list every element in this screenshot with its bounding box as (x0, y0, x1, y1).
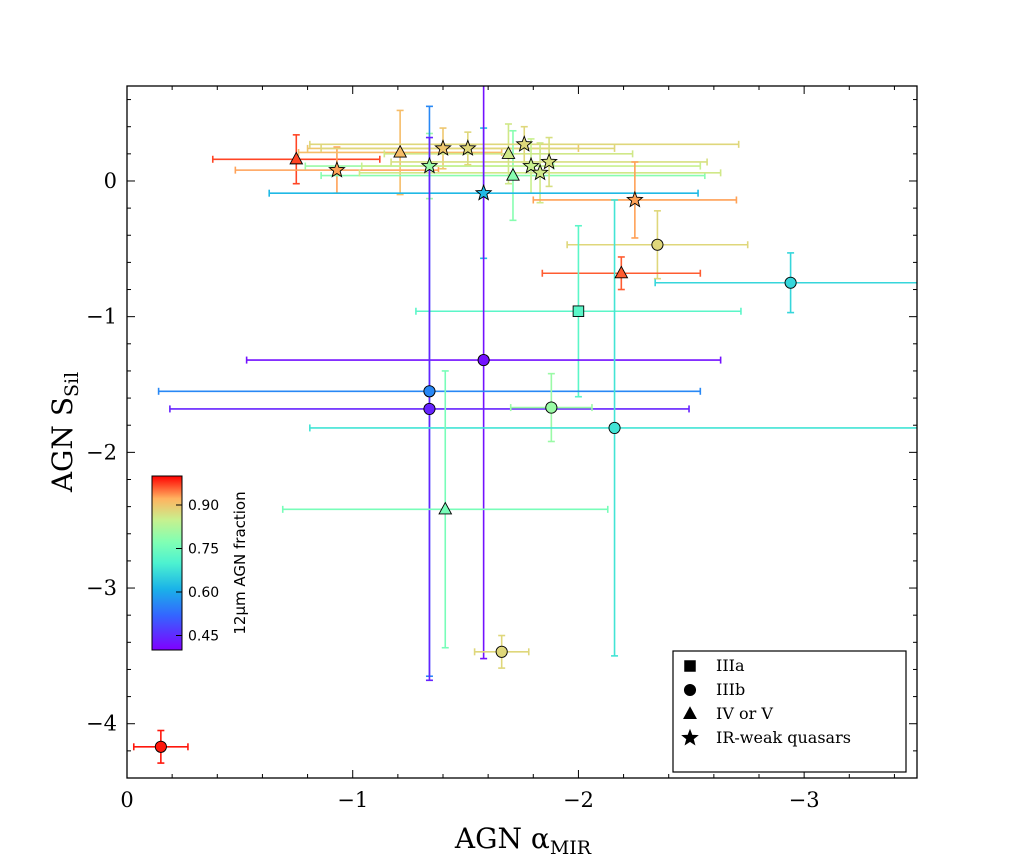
y-tick-label-4: −4 (86, 712, 117, 736)
legend-label-1: IIIb (716, 680, 745, 699)
data-point-7 (501, 146, 516, 159)
data-point-10 (522, 156, 540, 174)
x-axis-title: AGN αMIR (454, 822, 592, 859)
x-axis-title-main: AGN α (454, 822, 550, 855)
data-point-16 (614, 265, 629, 279)
legend-marker-circle (683, 683, 697, 697)
data-point-8 (506, 167, 520, 181)
tick-labels-layer: 0 −1 −2 −3 0 −1 −2 −3 −4 (86, 169, 820, 812)
legend-box (672, 650, 907, 773)
plot-frame (126, 85, 918, 779)
colorbar-title: 12μm AGN fraction (231, 491, 249, 634)
x-tick-label-0: 0 (120, 788, 133, 812)
legend-entry-1: IIIb (683, 680, 745, 699)
legend-entries: IIIa IIIb IV or V IR-weak quasars (681, 656, 851, 747)
data-point-4 (420, 156, 439, 174)
x-tick-label-1: −1 (337, 788, 368, 812)
legend-marker-triangle (683, 706, 697, 720)
legend-entry-2: IV or V (683, 704, 773, 723)
legend-entry-0: IIIa (684, 656, 745, 675)
points-layer (154, 135, 797, 753)
colorbar-gradient (151, 475, 183, 651)
y-axis-title: AGN SSil (46, 372, 83, 493)
x-tick-label-2: −2 (563, 788, 594, 812)
data-point-5 (434, 139, 452, 156)
data-point-18 (572, 305, 585, 317)
data-point-24 (438, 501, 453, 515)
legend-entry-3: IR-weak quasars (681, 728, 851, 747)
y-axis-title-sub: Sil (61, 372, 83, 397)
colorbar-tick-label-0: 0.45 (188, 629, 219, 645)
data-point-1 (289, 151, 304, 165)
legend-label-2: IV or V (716, 704, 773, 723)
data-point-3 (393, 144, 408, 158)
ticks-layer (126, 86, 917, 778)
colorbar: 0.45 0.60 0.75 0.90 12μm AGN fraction (151, 475, 249, 651)
data-point-12 (540, 152, 558, 170)
colorbar-ticks: 0.45 0.60 0.75 0.90 (176, 498, 219, 645)
legend: IIIa IIIb IV or V IR-weak quasars (672, 650, 907, 773)
data-point-13 (474, 183, 493, 201)
legend-label-3: IR-weak quasars (716, 728, 851, 747)
data-point-15 (651, 238, 664, 251)
data-point-20 (423, 385, 436, 398)
data-point-11 (531, 163, 549, 181)
data-point-2 (328, 160, 346, 178)
x-tick-label-3: −3 (789, 788, 820, 812)
y-axis-title-main: AGN S (46, 397, 79, 493)
legend-label-0: IIIa (716, 656, 745, 675)
x-axis-title-sub: MIR (550, 837, 592, 859)
data-point-0 (154, 740, 167, 753)
y-tick-label-3: −3 (86, 576, 117, 600)
legend-marker-star (681, 728, 699, 746)
data-point-14 (626, 190, 644, 208)
data-point-9 (515, 135, 534, 152)
colorbar-tick-label-3: 0.90 (188, 498, 219, 514)
data-point-19 (477, 354, 490, 367)
colorbar-tick-label-1: 0.60 (188, 585, 219, 601)
data-point-23 (608, 421, 621, 434)
y-tick-label-2: −2 (86, 440, 117, 464)
data-point-21 (423, 402, 436, 415)
data-point-6 (459, 139, 477, 156)
data-point-17 (784, 276, 797, 289)
colorbar-tick-label-2: 0.75 (188, 542, 219, 558)
legend-marker-square (684, 660, 696, 672)
y-tick-label-0: 0 (104, 169, 117, 193)
data-point-22 (545, 401, 558, 414)
data-point-25 (495, 645, 508, 658)
y-tick-label-1: −1 (86, 305, 117, 329)
